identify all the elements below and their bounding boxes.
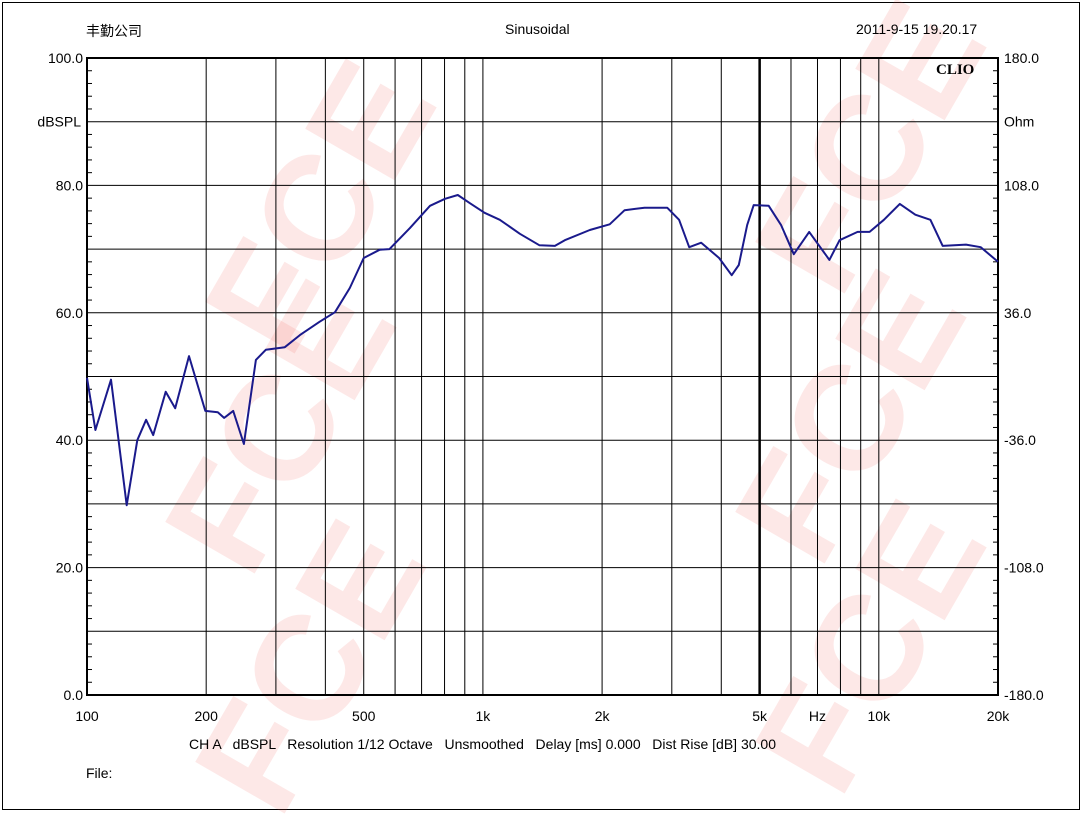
y2-tick-label: 36.0 — [1004, 305, 1031, 321]
frequency-response-chart: 100 200 500 1k 2k 5k 10k 20k Hz 100.0 80.0 60.0 40.0… — [37, 50, 1044, 724]
y2-tick-label: 108.0 — [1004, 177, 1039, 193]
y-tick-label: 20.0 — [56, 560, 83, 576]
y-tick-label: 100.0 — [48, 50, 83, 66]
x-tick-label: 10k — [868, 708, 892, 724]
plot-border — [86, 57, 999, 696]
file-label: File: — [86, 765, 113, 781]
y-tick-label: 0.0 — [64, 687, 84, 703]
x-tick-label: 1k — [476, 708, 492, 724]
x-tick-label: 5k — [752, 708, 768, 724]
y-axis-label: dBSPL — [37, 114, 81, 130]
chart-frame — [2, 2, 1080, 810]
y-tick-label: 60.0 — [56, 305, 83, 321]
company-name: 丰勤公司 — [86, 23, 142, 39]
x-axis-label: Hz — [809, 708, 826, 724]
x-tick-label: 200 — [195, 708, 219, 724]
timestamp: 2011-9-15 19.20.17 — [856, 21, 978, 37]
y-tick-label: 80.0 — [56, 177, 83, 193]
y2-tick-label: -108.0 — [1004, 560, 1044, 576]
y2-tick-label: 180.0 — [1004, 50, 1039, 66]
footer-info: CH A dBSPL Resolution 1/12 Octave Unsmoo… — [189, 736, 776, 752]
x-tick-label: 2k — [595, 708, 611, 724]
x-tick-label: 20k — [987, 708, 1011, 724]
spl-curve — [86, 194, 999, 507]
x-tick-label: 100 — [75, 708, 99, 724]
brand-logo: CLIO — [936, 62, 975, 78]
y2-tick-label: -180.0 — [1004, 687, 1044, 703]
y2-tick-label: -36.0 — [1004, 432, 1036, 448]
chart-title: Sinusoidal — [505, 21, 570, 37]
y2-axis-label: Ohm — [1004, 114, 1034, 130]
x-tick-label: 500 — [352, 708, 376, 724]
y-tick-label: 40.0 — [56, 432, 83, 448]
